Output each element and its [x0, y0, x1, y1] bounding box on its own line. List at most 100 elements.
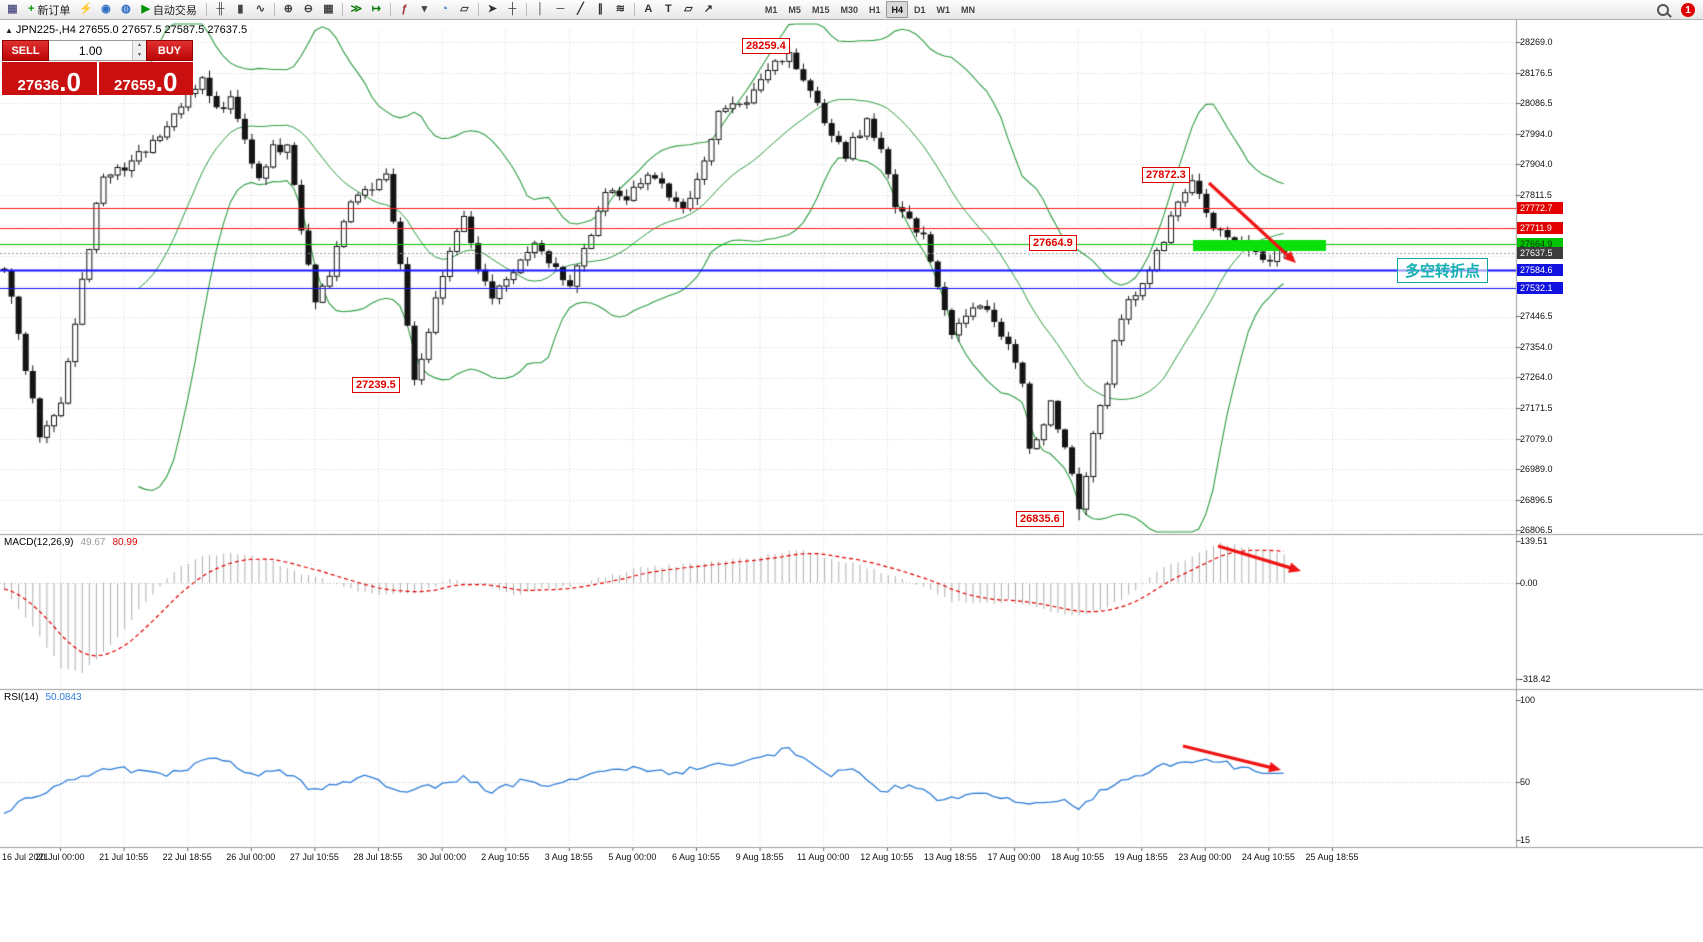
toolbar-separator — [389, 3, 391, 16]
zoom-out-icon[interactable]: ⊖ — [299, 2, 318, 18]
price-axis-label: 28176.5 — [1520, 67, 1553, 78]
indicators-dropdown-icon[interactable]: ▾ — [415, 2, 434, 18]
line-chart-icon[interactable]: ∿ — [251, 2, 270, 18]
timeframe-h1[interactable]: H1 — [868, 4, 881, 15]
sell-price-main: 27636 — [17, 77, 60, 94]
timeframe-m5[interactable]: M5 — [788, 4, 801, 15]
notification-badge[interactable]: 1 — [1681, 3, 1695, 17]
lightning-icon[interactable]: ⚡ — [76, 2, 95, 18]
time-axis-label: 25 Aug 18:55 — [1305, 852, 1359, 862]
text-icon[interactable]: A — [639, 2, 658, 18]
price-axis-label: 28086.5 — [1520, 97, 1553, 108]
fibonacci-icon[interactable]: ≋ — [611, 2, 630, 18]
macd-axis-label: -318.42 — [1520, 673, 1551, 684]
time-axis-label: 16 Jul 2021 — [2, 852, 49, 862]
text-icon: A — [644, 3, 653, 15]
new-order-button-label: 新订单 — [37, 4, 71, 17]
new-order-button[interactable]: + 新订单 — [23, 2, 75, 18]
chart-annotation[interactable]: 27664.9 — [1029, 235, 1077, 251]
auto-trading-button[interactable]: ▶ 自动交易 — [136, 2, 201, 18]
toolbar-icon-group: ▦ + 新订单 ⚡ ◉ ◍ ▶ 自动交易 ╫ ▮ ∿ ⊕ ⊖ ▦ ≫ ↦ ƒ ▾ ◔ ▱ ➤ ┼ │ ─ ╱ ∥ ≋ A T ▱ ↗ — [3, 2, 718, 18]
price-tag: 27637.5 — [1517, 246, 1563, 259]
bar-chart-icon[interactable]: ╫ — [211, 2, 230, 18]
label-icon[interactable]: T — [659, 2, 678, 18]
fibonacci-icon: ≋ — [615, 3, 626, 15]
volume-spinner: ▲ ▼ — [132, 41, 146, 60]
volume-increase-button[interactable]: ▲ — [133, 41, 146, 51]
price-axis-label: 26896.5 — [1520, 494, 1553, 505]
sell-price[interactable]: 27636.0 — [2, 62, 97, 95]
timeframe-mn[interactable]: MN — [961, 4, 976, 15]
chart-shift-icon[interactable]: ↦ — [367, 2, 386, 18]
templates-icon[interactable]: ▱ — [455, 2, 474, 18]
lightning-icon: ⚡ — [79, 3, 93, 15]
timeframe-toolbar: M1 M5 M15 M30 H1 H4 D1 W1 MN — [760, 1, 980, 18]
market-watch-icon[interactable]: ◉ — [96, 2, 115, 18]
buy-price-fraction: .0 — [155, 66, 178, 97]
toolbar-right-group: 1 — [1653, 2, 1695, 18]
buy-price[interactable]: 27659.0 — [98, 62, 193, 97]
sell-price-fraction: .0 — [59, 66, 81, 97]
timeframe-m30[interactable]: M30 — [840, 4, 858, 15]
new-chart-icon[interactable]: ▦ — [3, 2, 22, 18]
timeframe-m1[interactable]: M1 — [764, 4, 778, 15]
time-axis-label: 6 Aug 10:55 — [671, 852, 721, 862]
price-tag: 27532.1 — [1517, 281, 1563, 294]
price-tag: 27584.6 — [1517, 264, 1563, 277]
volume-decrease-button[interactable]: ▼ — [133, 50, 146, 60]
channel-icon: ∥ — [597, 3, 604, 15]
vertical-line-icon: │ — [536, 3, 544, 15]
tile-windows-icon[interactable]: ▦ — [319, 2, 338, 18]
auto-scroll-icon[interactable]: ≫ — [347, 2, 366, 18]
history-center-icon[interactable]: ◍ — [116, 2, 135, 18]
periods-icon: ◔ — [441, 3, 448, 15]
time-axis-label: 19 Aug 18:55 — [1114, 852, 1168, 862]
indicators-icon[interactable]: ƒ — [395, 2, 414, 18]
toolbar-separator — [273, 3, 275, 16]
crosshair-icon[interactable]: ┼ — [503, 2, 522, 18]
timeframe-d1[interactable]: D1 — [914, 4, 926, 15]
buy-button[interactable]: BUY — [146, 40, 193, 61]
vertical-line-icon[interactable]: │ — [531, 2, 550, 18]
zoom-in-icon[interactable]: ⊕ — [279, 2, 298, 18]
search-icon[interactable] — [1653, 2, 1672, 18]
chart-annotation[interactable]: 28259.4 — [742, 38, 790, 54]
time-axis-label: 2 Aug 10:55 — [481, 852, 530, 862]
label-icon: T — [665, 3, 672, 15]
price-tag: 27772.7 — [1517, 201, 1563, 214]
macd-axis-label: 139.51 — [1520, 536, 1548, 547]
tile-windows-icon: ▦ — [323, 3, 334, 15]
rsi-name: RSI(14) — [4, 692, 39, 703]
arrows-icon: ↗ — [703, 3, 714, 15]
chart-annotation[interactable]: 27239.5 — [352, 377, 400, 393]
channel-icon[interactable]: ∥ — [591, 2, 610, 18]
toolbar-separator — [341, 3, 343, 16]
cursor-icon: ➤ — [487, 3, 498, 15]
arrows-icon[interactable]: ↗ — [699, 2, 718, 18]
chart-canvas[interactable] — [0, 20, 1703, 942]
horizontal-line-icon[interactable]: ─ — [551, 2, 570, 18]
auto-trading-icon: ▶ — [141, 3, 150, 15]
rsi-label: RSI(14) 50.0843 — [4, 692, 82, 703]
cursor-icon[interactable]: ➤ — [483, 2, 502, 18]
timeframe-h4[interactable]: H4 — [886, 1, 908, 18]
candlestick-chart-icon: ▮ — [237, 3, 244, 15]
chart-annotation[interactable]: 27872.3 — [1142, 167, 1190, 183]
toolbar: ▦ + 新订单 ⚡ ◉ ◍ ▶ 自动交易 ╫ ▮ ∿ ⊕ ⊖ ▦ ≫ ↦ ƒ ▾ ◔ ▱ ➤ ┼ │ ─ ╱ ∥ ≋ A T ▱ ↗ M1 M… — [0, 0, 1703, 20]
rsi-axis-label: 15 — [1520, 835, 1531, 845]
price-axis-label: 27264.0 — [1520, 372, 1553, 383]
time-axis-label: 12 Aug 10:55 — [860, 852, 914, 862]
timeframe-m15[interactable]: M15 — [811, 4, 830, 15]
periods-icon[interactable]: ◔ — [435, 2, 454, 18]
candlestick-chart-icon[interactable]: ▮ — [231, 2, 250, 18]
sell-button[interactable]: SELL — [2, 40, 49, 61]
chart-annotation[interactable]: 26835.6 — [1016, 511, 1064, 527]
price-axis-label: 27354.0 — [1520, 342, 1553, 353]
timeframe-w1[interactable]: W1 — [936, 4, 951, 15]
time-axis-label: 28 Jul 18:55 — [353, 852, 403, 862]
trendline-icon[interactable]: ╱ — [571, 2, 590, 18]
shapes-icon[interactable]: ▱ — [679, 2, 698, 18]
volume-input[interactable] — [49, 41, 132, 60]
chart-annotation[interactable]: 多空转折点 — [1397, 258, 1489, 283]
